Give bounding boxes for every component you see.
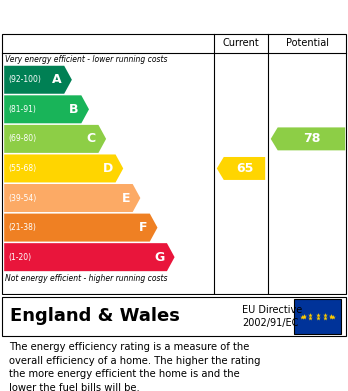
Text: (81-91): (81-91): [8, 105, 36, 114]
Text: Energy Efficiency Rating: Energy Efficiency Rating: [9, 9, 219, 24]
Polygon shape: [4, 184, 140, 212]
Text: Current: Current: [223, 38, 259, 48]
Text: Very energy efficient - lower running costs: Very energy efficient - lower running co…: [5, 55, 168, 64]
Text: Potential: Potential: [286, 38, 329, 48]
Polygon shape: [217, 157, 265, 180]
Text: 78: 78: [303, 133, 320, 145]
Polygon shape: [4, 154, 123, 183]
Text: A: A: [52, 73, 61, 86]
Polygon shape: [4, 213, 157, 242]
Text: (69-80): (69-80): [8, 135, 37, 143]
Text: B: B: [69, 103, 79, 116]
Text: G: G: [154, 251, 164, 264]
Text: (55-68): (55-68): [8, 164, 37, 173]
Polygon shape: [4, 125, 106, 153]
Text: Not energy efficient - higher running costs: Not energy efficient - higher running co…: [5, 274, 168, 283]
Text: (92-100): (92-100): [8, 75, 41, 84]
Polygon shape: [271, 127, 345, 151]
Text: C: C: [87, 133, 96, 145]
Polygon shape: [4, 66, 72, 94]
Text: The energy efficiency rating is a measure of the
overall efficiency of a home. T: The energy efficiency rating is a measur…: [9, 342, 260, 391]
Text: (1-20): (1-20): [8, 253, 31, 262]
Text: 2002/91/EC: 2002/91/EC: [242, 318, 298, 328]
Polygon shape: [4, 95, 89, 123]
Bar: [294, 299, 341, 334]
Text: D: D: [103, 162, 113, 175]
Text: F: F: [139, 221, 147, 234]
Text: EU Directive: EU Directive: [242, 305, 302, 315]
Text: England & Wales: England & Wales: [10, 307, 180, 325]
Polygon shape: [4, 243, 175, 271]
Text: E: E: [121, 192, 130, 204]
Text: (39-54): (39-54): [8, 194, 37, 203]
Text: (21-38): (21-38): [8, 223, 36, 232]
Text: 65: 65: [236, 162, 253, 175]
